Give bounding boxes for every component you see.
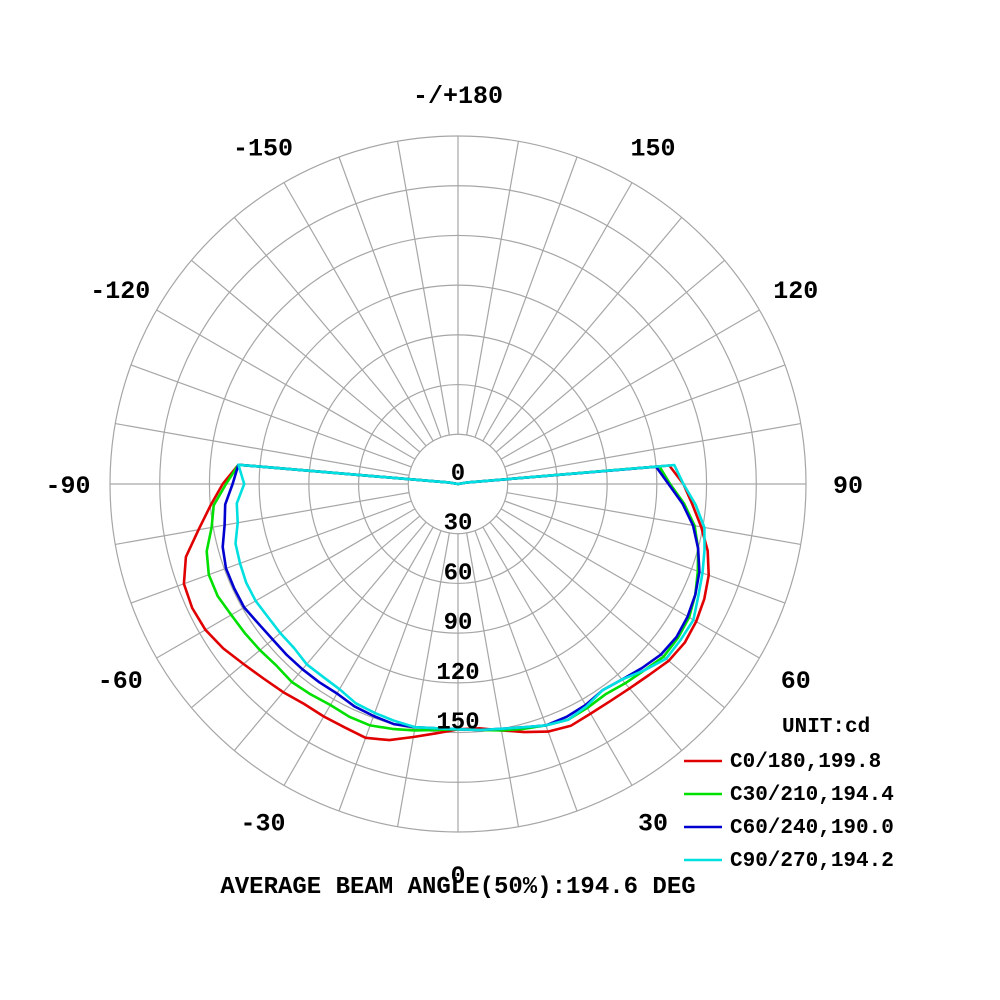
grid-spoke (500, 309, 760, 460)
radial-tick-label: 120 (436, 660, 479, 687)
grid-spoke (495, 515, 725, 709)
angle-label: -120 (90, 277, 150, 306)
beam-angle-footer: AVERAGE BEAM ANGLE(50%):194.6 DEG (220, 874, 695, 901)
angle-labels: 0 30 60 90 120 150 -/+180 -150 -120 -90 -60 -30 (45, 82, 863, 891)
grid-spoke (489, 521, 683, 751)
grid-spoke (191, 259, 421, 453)
legend-entry: C90/270,194.2 (730, 850, 894, 873)
legend-entry: C0/180,199.8 (730, 751, 881, 774)
legend: UNIT:cd C0/180,199.8 C30/210,194.4 C60/240… (684, 716, 894, 873)
radial-tick-label: 0 (451, 461, 465, 488)
grid-spoke (482, 182, 633, 442)
radial-tick-label: 30 (444, 511, 473, 538)
angle-label: 150 (630, 134, 675, 163)
radial-tick-label: 150 (436, 710, 479, 737)
angle-label: 120 (773, 277, 818, 306)
grid-spoke (506, 422, 801, 476)
grid-spoke (156, 309, 416, 460)
grid-spoke (115, 422, 410, 476)
grid-spoke (504, 500, 786, 604)
angle-label: 30 (638, 810, 668, 839)
grid-spoke (466, 141, 520, 436)
grid-spoke (191, 515, 421, 709)
angle-label: -150 (233, 134, 293, 163)
radial-tick-label: 90 (444, 610, 473, 637)
grid-spoke (283, 182, 434, 442)
grid-spoke (130, 500, 412, 604)
grid-spoke (396, 141, 450, 436)
grid-spoke (130, 364, 412, 468)
grid-spoke (495, 259, 725, 453)
legend-entry: C30/210,194.4 (730, 784, 894, 807)
grid-spoke (338, 530, 442, 812)
grid-spoke (504, 364, 786, 468)
grid-spoke (482, 526, 633, 786)
angle-label: -/+180 (413, 82, 503, 111)
grid-spoke (338, 156, 442, 438)
grid-spoke (474, 530, 578, 812)
series-line-1 (182, 463, 710, 742)
unit-label: UNIT:cd (782, 716, 870, 739)
grid-spoke (506, 492, 801, 546)
grid-spoke (500, 508, 760, 659)
grid-spoke (233, 521, 427, 751)
grid-spoke (489, 217, 683, 447)
grid-spoke (115, 492, 410, 546)
grid-spoke (466, 532, 520, 827)
grid-spoke (233, 217, 427, 447)
radial-tick-labels: 0 30 60 90 120 150 (436, 461, 479, 737)
angle-label: -90 (45, 472, 90, 501)
polar-grid (109, 135, 807, 833)
angle-label: -60 (98, 667, 143, 696)
angle-label: 60 (781, 667, 811, 696)
grid-spoke (396, 532, 450, 827)
angle-label: 0 (450, 862, 465, 891)
series-line-4 (234, 463, 706, 732)
angle-label: -30 (240, 810, 285, 839)
series-layer (182, 463, 710, 742)
radial-tick-label: 60 (444, 560, 473, 587)
grid-spoke (283, 526, 434, 786)
legend-entry: C60/240,190.0 (730, 817, 894, 840)
angle-label: 90 (833, 472, 863, 501)
grid-spoke (474, 156, 578, 438)
grid-spoke (156, 508, 416, 659)
